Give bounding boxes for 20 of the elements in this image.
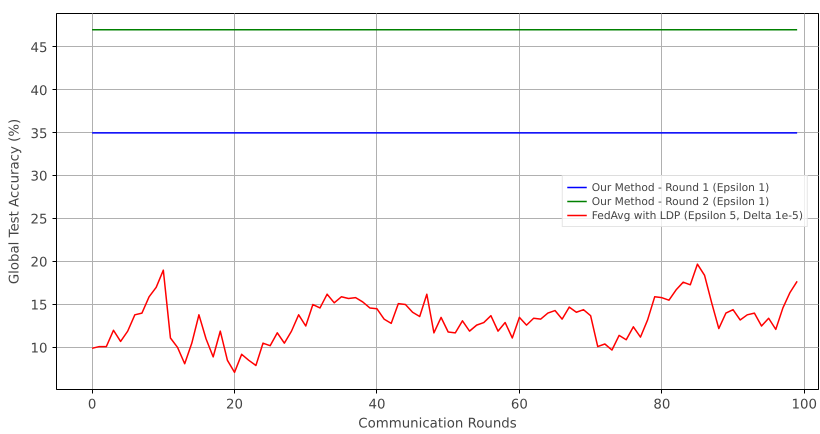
y-tick-label: 10 — [30, 341, 48, 356]
y-tick-label: 45 — [30, 40, 48, 56]
line-series — [91, 263, 798, 374]
x-tick-label: 100 — [792, 398, 817, 412]
y-tick-label: 35 — [30, 126, 48, 142]
x-tick-label: 0 — [88, 398, 96, 412]
y-tick-label: 15 — [30, 298, 48, 314]
y-tick-label: 30 — [30, 170, 48, 185]
y-tick-label: 25 — [30, 212, 48, 228]
x-tick-label: 80 — [653, 398, 670, 412]
legend-label: Our Method - Round 2 (Epsilon 1) — [592, 194, 770, 208]
x-tick-label: 60 — [510, 398, 528, 412]
x-axis-title: Communication Rounds — [358, 416, 517, 432]
y-tick-label: 20 — [30, 256, 48, 271]
x-tick-label: 40 — [368, 398, 386, 412]
y-axis-title: Global Test Accuracy (%) — [8, 118, 23, 284]
x-tick-label: 20 — [226, 398, 244, 412]
y-tick-label: 40 — [30, 84, 48, 99]
legend-label: FedAvg with LDP (Epsilon 5, Delta 1e-5) — [592, 208, 803, 222]
legend-label: Our Method - Round 1 (Epsilon 1) — [592, 180, 770, 194]
